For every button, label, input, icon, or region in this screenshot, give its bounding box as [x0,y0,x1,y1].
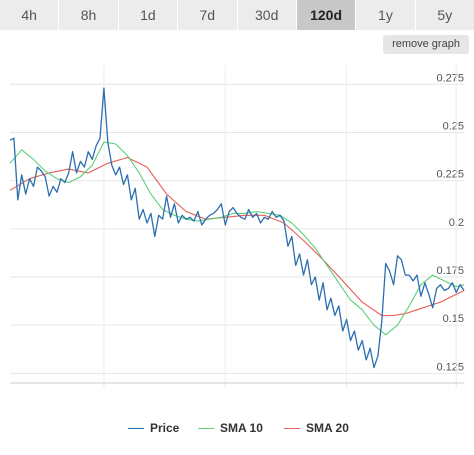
legend-label: SMA 10 [220,421,263,435]
series-line-price [9,87,465,369]
legend-item-sma-10[interactable]: SMA 10 [198,418,263,438]
y-tick-label: 0.15 [443,313,464,325]
tab-1y[interactable]: 1y [356,0,416,30]
tab-120d[interactable]: 120d [296,0,357,30]
y-tick-label: 0.175 [436,265,464,277]
timeframe-tabs: 4h 8h 1d 7d 30d 120d 1y 5y [0,0,474,30]
tab-7d[interactable]: 7d [178,0,238,30]
legend-swatch [284,428,300,430]
legend-item-sma-20[interactable]: SMA 20 [284,418,349,438]
series-line-sma-20 [9,156,465,317]
legend-swatch [198,428,214,430]
y-tick-label: 0.25 [443,120,464,132]
legend-label: Price [150,421,180,435]
chart-legend: Price SMA 10 SMA 20 [0,418,474,438]
legend-item-price[interactable]: Price [128,418,179,438]
series-line-sma-10 [9,141,465,336]
tab-5y[interactable]: 5y [415,0,474,30]
tab-1d[interactable]: 1d [118,0,179,30]
y-tick-label: 0.225 [436,169,464,181]
tab-30d[interactable]: 30d [237,0,297,30]
legend-swatch [128,428,144,430]
legend-label: SMA 20 [306,421,349,435]
tab-8h[interactable]: 8h [59,0,119,30]
y-tick-label: 0.125 [436,361,464,373]
remove-graph-button[interactable]: remove graph [383,35,469,54]
y-tick-label: 0.275 [436,72,464,84]
tab-4h[interactable]: 4h [0,0,60,30]
